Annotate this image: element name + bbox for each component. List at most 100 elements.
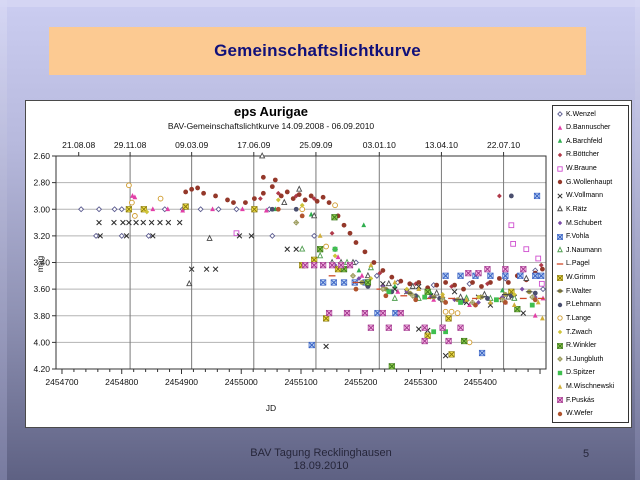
legend-series-label: J.Naumann (566, 246, 602, 254)
legend-marker-icon (557, 370, 563, 376)
legend-series-label: W.Vollmann (566, 192, 603, 200)
series-T.Zwach (144, 197, 517, 300)
svg-text:29.11.08: 29.11.08 (114, 140, 147, 150)
legend-item: J.Naumann (555, 244, 628, 256)
legend-item: W.Braune (555, 163, 628, 175)
legend-series-label: M.Schubert (566, 219, 602, 227)
legend-series-label: L.Pagel (566, 260, 590, 268)
svg-text:3.20: 3.20 (33, 231, 50, 241)
legend-marker-icon (557, 193, 563, 199)
svg-text:3.80: 3.80 (33, 311, 50, 321)
svg-text:3.00: 3.00 (33, 204, 50, 214)
chart-title: eps Aurigae (234, 104, 308, 119)
legend-item: K.Wenzel (555, 108, 628, 120)
legend-marker-icon (557, 233, 563, 240)
legend-series-label: F.Walter (566, 287, 592, 295)
legend-marker-icon (556, 263, 564, 265)
legend-series-label: T.Zwach (566, 328, 593, 336)
slide-border-right (635, 0, 640, 480)
series-F.Walter (358, 280, 533, 303)
svg-text:2455300: 2455300 (404, 377, 437, 387)
svg-text:2455100: 2455100 (284, 377, 317, 387)
chart-frame: eps Aurigae BAV-Gemeinschaftslichtkurve … (25, 100, 632, 428)
legend-item: W.Vollmann (555, 190, 628, 202)
legend-series-label: H.Jungbluth (566, 355, 604, 363)
legend-series-label: F.Vohla (566, 233, 589, 241)
legend-series-label: R.Winkler (566, 342, 597, 350)
legend-marker-icon (557, 274, 563, 281)
legend-marker-icon (557, 315, 563, 322)
svg-text:13.04.10: 13.04.10 (425, 140, 458, 150)
svg-text:4.00: 4.00 (33, 337, 50, 347)
legend-marker-icon (556, 288, 564, 294)
legend-series-label: W.Grimm (566, 274, 596, 281)
legend-marker-icon (557, 152, 563, 158)
legend-series-label: W.Braune (566, 165, 597, 172)
legend-series-label: A.Barchfeld (566, 137, 603, 145)
legend-item: H.Jungbluth (555, 353, 628, 365)
slide-title-banner: Gemeinschaftslichtkurve (49, 27, 586, 75)
legend-marker-icon (557, 220, 563, 226)
legend-item: T.Lange (555, 312, 628, 324)
legend-item: G.Wollenhaupt (555, 176, 628, 188)
legend-item: M.Wischnewski (555, 381, 628, 393)
svg-text:2454900: 2454900 (165, 377, 198, 387)
legend-item: F.Vohla (555, 231, 628, 243)
legend-item: R.Winkler (555, 340, 628, 352)
legend-marker-icon (557, 302, 563, 307)
svg-text:2455200: 2455200 (344, 377, 377, 387)
legend-item: P.Lehmann (555, 299, 628, 311)
series-W.Wefer (275, 206, 538, 308)
legend-series-label: R.Böttcher (566, 151, 600, 159)
svg-text:03.01.10: 03.01.10 (363, 140, 396, 150)
legend-series-label: K.Wenzel (566, 110, 596, 118)
legend-marker-icon (557, 205, 563, 212)
legend-marker-icon (557, 111, 563, 117)
legend-series-label: G.Wollenhaupt (566, 178, 613, 186)
legend-marker-icon (557, 342, 563, 349)
svg-text:09.03.09: 09.03.09 (175, 140, 208, 150)
scatter-plot: 2454700 2454800 2454900 2455000 2455100 24552… (33, 140, 547, 387)
legend-series-label: K.Rätz (566, 205, 588, 213)
series-D.Bannuscher (130, 193, 546, 318)
series-P.Lehmann (269, 193, 538, 304)
legend-marker-icon (557, 179, 563, 185)
legend-series-label: P.Lehmann (566, 301, 601, 309)
svg-text:2.80: 2.80 (33, 178, 50, 188)
legend-series-label: F.Puskás (566, 396, 595, 404)
legend-item: T.Zwach (555, 326, 628, 338)
svg-text:25.09.09: 25.09.09 (299, 140, 332, 150)
legend-item: W.Wefer (555, 408, 628, 420)
legend-item: D.Spitzer (555, 367, 628, 379)
svg-text:3.60: 3.60 (33, 284, 50, 294)
legend-marker-icon (557, 397, 563, 404)
legend-marker-icon (557, 124, 563, 130)
legend-item: K.Rätz (555, 203, 628, 215)
legend-marker-icon (557, 165, 563, 172)
series-H.Jungbluth (293, 219, 536, 306)
series-M.Wischnewski (317, 232, 545, 321)
slide-footer: BAV Tagung Recklinghausen 18.09.2010 (221, 447, 421, 472)
x-axis-label: JD (265, 403, 277, 413)
svg-text:17.06.09: 17.06.09 (237, 140, 270, 150)
slide-border-left (0, 0, 7, 480)
svg-text:2455000: 2455000 (225, 377, 258, 387)
legend-marker-icon (557, 329, 563, 335)
legend-series-label: W.Wefer (566, 410, 593, 418)
svg-text:2.60: 2.60 (33, 151, 50, 161)
legend-item: M.Schubert (555, 217, 628, 229)
legend-item: W.Grimm (555, 272, 628, 284)
svg-text:3.40: 3.40 (33, 258, 50, 268)
legend-item: A.Barchfeld (555, 135, 628, 147)
legend-marker-icon (557, 246, 563, 253)
y-axis-label: mag (35, 255, 45, 273)
legend-item: L.Pagel (555, 258, 628, 270)
slide-border-top (0, 0, 640, 7)
svg-text:2455400: 2455400 (464, 377, 497, 387)
legend-marker-icon (557, 383, 563, 389)
legend-series-label: T.Lange (566, 314, 591, 322)
svg-text:2454800: 2454800 (105, 377, 138, 387)
chart-legend: K.Wenzel D.Bannuscher A.Barchfeld R.Böttche… (552, 105, 629, 423)
legend-series-label: D.Bannuscher (566, 124, 611, 132)
legend-item: R.Böttcher (555, 149, 628, 161)
